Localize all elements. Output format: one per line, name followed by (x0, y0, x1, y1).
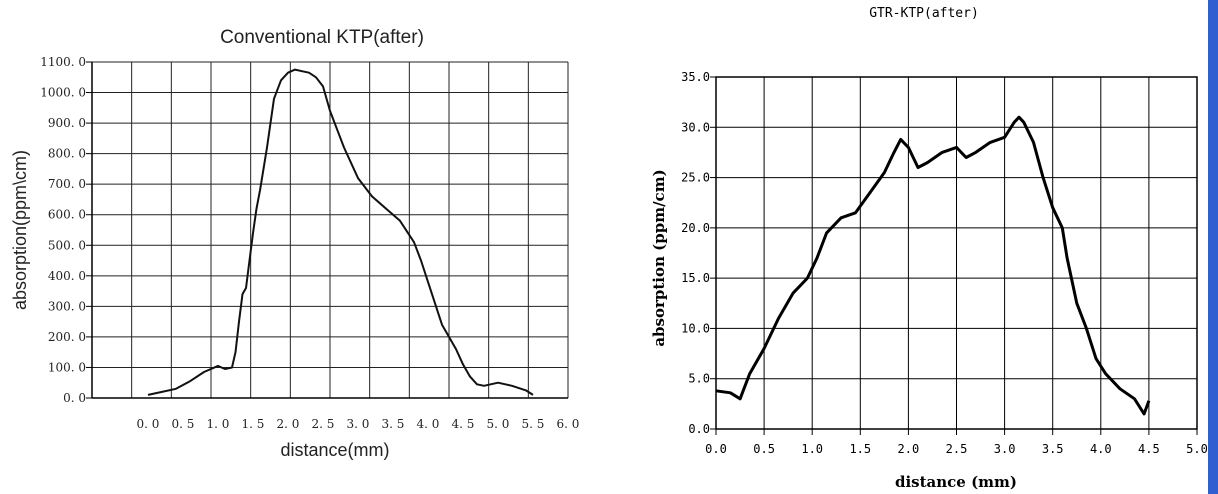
x-axis-label: distance(mm) (280, 440, 389, 460)
x-tick-label: 4.0 (1090, 442, 1112, 456)
chart-conventional-ktp-svg: 0. 0 100. 0 200. 0 300. 0 400. 0 500. 0 600. 0… (10, 27, 580, 460)
x-tick-label: 1.5 (849, 442, 871, 456)
chart-title: GTR-KTP(after) (869, 6, 979, 21)
x-tick-label: 2.5 (946, 442, 968, 456)
y-tick-label: 1000. 0 (40, 86, 86, 100)
x-tick-label: 4.5 (1138, 442, 1160, 456)
x-tick-label: 2.0 (898, 442, 920, 456)
chart-conventional-ktp: 0. 0 100. 0 200. 0 300. 0 400. 0 500. 0 600. 0… (0, 0, 600, 470)
series-line (147, 68, 534, 396)
y-tick-label: 15.0 (681, 271, 710, 285)
x-tick-label: 0.0 (705, 442, 727, 456)
y-tick-label: 5.0 (688, 372, 710, 386)
chart-title: Conventional KTP(after) (220, 27, 424, 48)
x-tick-label: 4. 0 (417, 417, 440, 431)
y-tick-label: 35.0 (681, 70, 710, 84)
y-tick-label: 600. 0 (48, 208, 86, 222)
y-tick-label: 400. 0 (48, 269, 86, 283)
y-tick-label: 800. 0 (48, 147, 86, 161)
x-tick-label: 3. 5 (382, 417, 405, 431)
x-tick-label: 5.0 (1186, 442, 1208, 456)
y-tick-label: 30.0 (681, 120, 710, 134)
x-tick-label: 1. 0 (207, 417, 230, 431)
y-tick-label: 25.0 (681, 171, 710, 185)
chart-gtr-ktp: 0.0 5.0 10.0 15.0 20.0 25.0 30.0 35.0 0.0 0.5 1.0 1… (600, 0, 1210, 494)
x-tick-label: 5. 5 (522, 417, 545, 431)
y-tick-label: 500. 0 (48, 238, 86, 252)
x-tick-label: 0. 5 (172, 417, 195, 431)
y-tick-label: 100. 0 (48, 360, 86, 374)
series-line (715, 115, 1151, 416)
x-tick-label: 3.0 (994, 442, 1016, 456)
x-tick-label: 1. 5 (242, 417, 265, 431)
y-tick-label: 900. 0 (48, 116, 86, 130)
x-axis-label: distance (mm) (895, 473, 1017, 491)
window-edge-strip (1208, 0, 1218, 494)
y-tick-label: 200. 0 (48, 330, 86, 344)
y-axis-label: absorption(ppm\cm) (10, 150, 30, 310)
x-tick-label: 1.0 (801, 442, 823, 456)
x-tick-label: 5. 0 (487, 417, 510, 431)
y-tick-label: 10.0 (681, 321, 710, 335)
y-tick-label: 1100. 0 (40, 55, 86, 69)
y-tick-label: 700. 0 (48, 177, 86, 191)
x-tick-label: 3.5 (1042, 442, 1064, 456)
y-tick-label: 0.0 (688, 422, 710, 436)
y-tick-label: 300. 0 (48, 299, 86, 313)
x-tick-label: 4. 5 (452, 417, 475, 431)
x-tick-label: 0. 0 (137, 417, 160, 431)
x-tick-label: 0.5 (753, 442, 775, 456)
y-tick-label: 0. 0 (63, 391, 86, 405)
y-tick-label: 20.0 (681, 221, 710, 235)
x-tick-label: 2. 0 (277, 417, 300, 431)
x-tick-label: 2. 5 (312, 417, 335, 431)
y-axis-label: absorption (ppm/cm) (650, 169, 668, 346)
chart-gtr-ktp-svg: 0.0 5.0 10.0 15.0 20.0 25.0 30.0 35.0 0.0 0.5 1.0 1… (650, 6, 1208, 491)
x-tick-label: 3. 0 (347, 417, 370, 431)
x-tick-label: 6. 0 (557, 417, 580, 431)
